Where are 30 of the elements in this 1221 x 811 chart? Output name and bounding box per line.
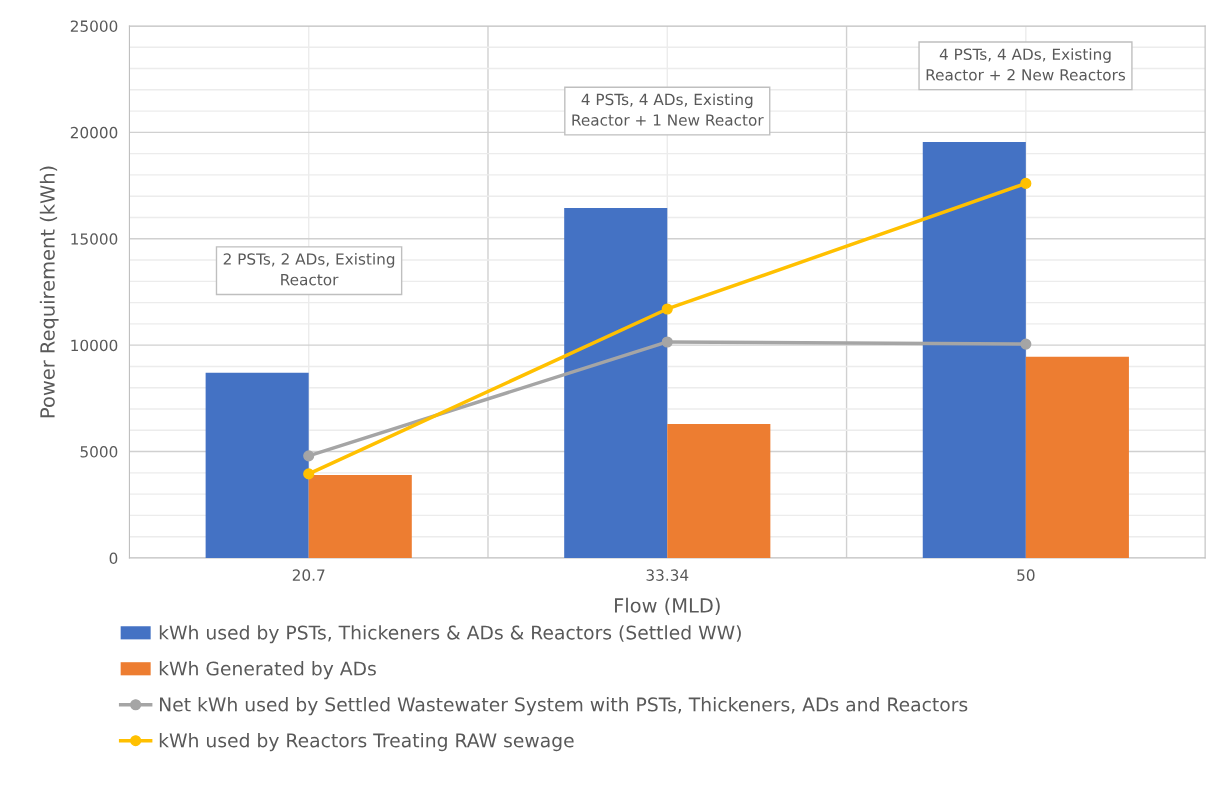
bar <box>308 474 412 558</box>
x-axis-title: Flow (MLD) <box>615 597 720 616</box>
y-tick-label: 20000 <box>70 126 118 139</box>
legend-label: kWh used by PSTs, Thickeners & ADs & Reactors (Settled WW) <box>159 625 741 644</box>
legend-label: Net kWh used by Settled Wastewater System with PSTs, Thickeners, ADs and Reactors <box>160 697 968 716</box>
bar <box>922 141 1026 558</box>
bar <box>205 372 309 558</box>
annotation: 2 PSTs, 2 ADs, Existing Reactor <box>223 252 395 286</box>
legend-label: kWh Generated by ADs <box>159 661 376 680</box>
point <box>1020 338 1032 350</box>
point <box>1020 177 1032 189</box>
y-tick-label: 15000 <box>71 233 118 245</box>
x-tick-label: 50 <box>1017 569 1035 581</box>
annotation: 4 PSTs, 4 ADs, Existing Reactor + 2 New Reactors <box>926 48 1126 81</box>
y-tick-label: 0 <box>109 552 118 564</box>
y-axis-title: Power Requirement (kWh) <box>39 166 59 418</box>
bar <box>667 423 771 558</box>
point <box>303 450 315 462</box>
y-tick-label: 10000 <box>71 339 118 352</box>
x-tick-label: 20.7 <box>292 569 325 581</box>
y-tick-label: 25000 <box>70 20 118 32</box>
point <box>303 468 315 480</box>
bar <box>564 207 668 558</box>
y-tick-label: 5000 <box>80 446 118 458</box>
annotation: 4 PSTs, 4 ADs, Existing Reactor + 1 New Reactor <box>572 93 764 126</box>
point <box>661 336 673 348</box>
x-tick-label: 33.34 <box>646 569 689 581</box>
point <box>661 303 673 315</box>
legend-label: kWh used by Reactors Treating RAW sewage <box>159 733 574 752</box>
bar <box>1025 356 1129 558</box>
